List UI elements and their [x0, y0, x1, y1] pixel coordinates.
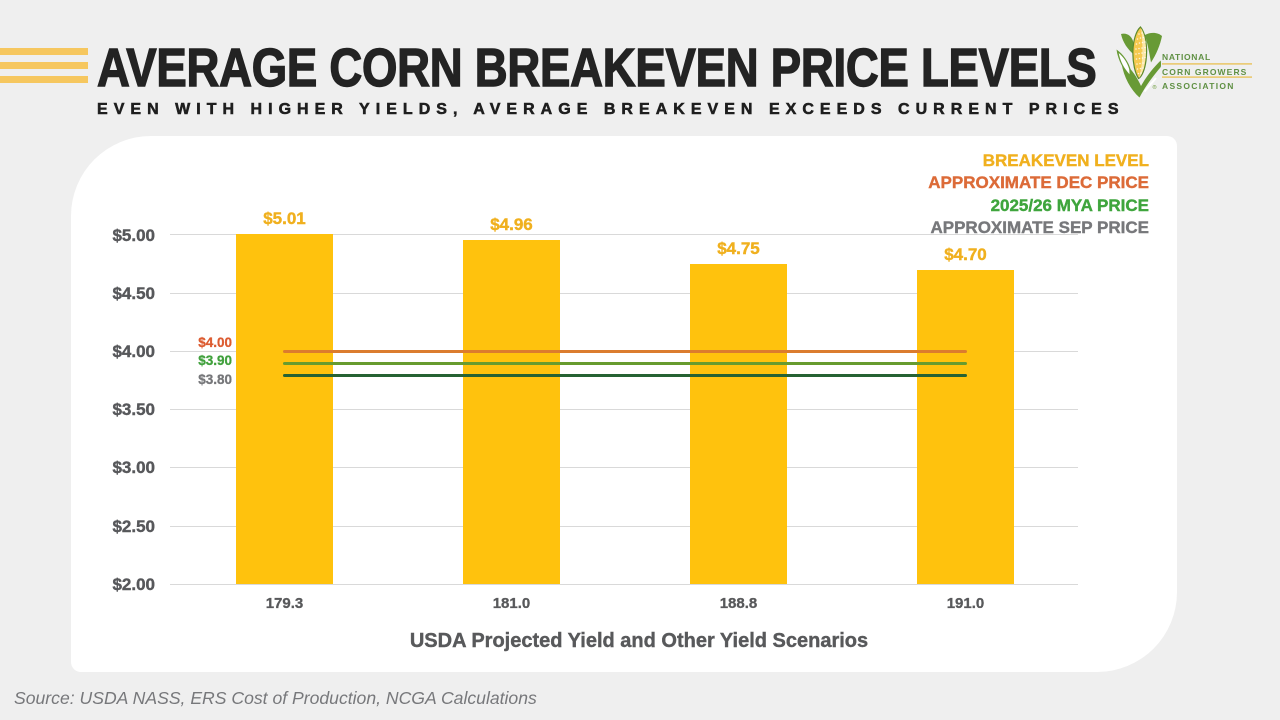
svg-text:NATIONAL: NATIONAL: [1162, 52, 1211, 62]
svg-text:®: ®: [1153, 84, 1157, 91]
svg-text:ASSOCIATION: ASSOCIATION: [1162, 81, 1235, 91]
svg-text:CORN GROWERS: CORN GROWERS: [1162, 67, 1247, 77]
